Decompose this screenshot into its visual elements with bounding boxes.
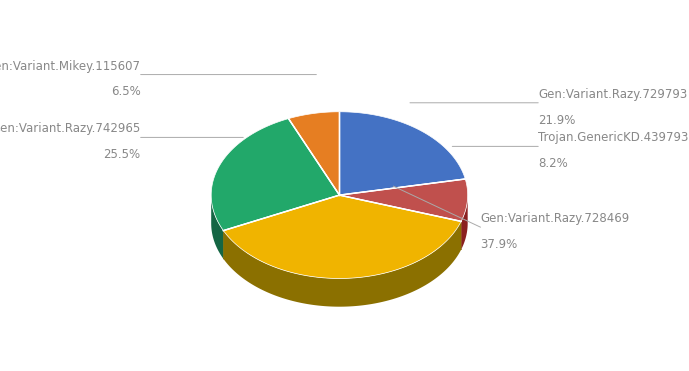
Polygon shape xyxy=(223,195,340,259)
Text: 6.5%: 6.5% xyxy=(111,85,141,98)
Text: 8.2%: 8.2% xyxy=(538,157,568,170)
Polygon shape xyxy=(212,119,340,231)
Text: Gen:Variant.Razy.742965: Gen:Variant.Razy.742965 xyxy=(0,122,141,135)
Polygon shape xyxy=(289,112,340,195)
Text: Trojan.GenericKD.43979330: Trojan.GenericKD.43979330 xyxy=(538,131,689,144)
Polygon shape xyxy=(461,195,468,250)
Polygon shape xyxy=(223,221,461,307)
Text: 21.9%: 21.9% xyxy=(538,114,575,127)
Polygon shape xyxy=(340,195,461,250)
Polygon shape xyxy=(340,112,465,195)
Text: 37.9%: 37.9% xyxy=(480,238,517,251)
Polygon shape xyxy=(223,195,461,279)
Polygon shape xyxy=(340,179,468,221)
Polygon shape xyxy=(212,196,223,259)
Text: Gen:Variant.Mikey.115607: Gen:Variant.Mikey.115607 xyxy=(0,60,141,73)
Text: Gen:Variant.Razy.728469: Gen:Variant.Razy.728469 xyxy=(480,212,630,225)
Polygon shape xyxy=(223,195,340,259)
Polygon shape xyxy=(340,195,461,250)
Text: Gen:Variant.Razy.729793: Gen:Variant.Razy.729793 xyxy=(538,88,688,101)
Text: 25.5%: 25.5% xyxy=(103,148,141,161)
